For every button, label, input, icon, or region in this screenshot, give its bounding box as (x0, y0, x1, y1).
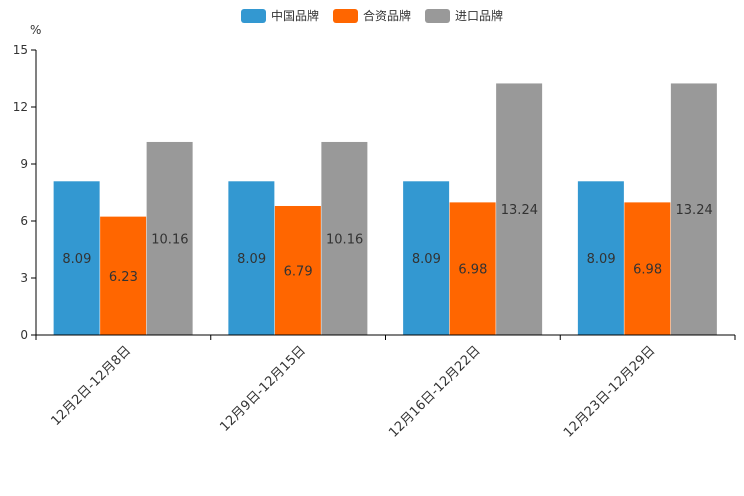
bar-value-labels: 8.09 6.23 10.16 8.09 6.79 10.16 8.09 6.98 13.24 8… (62, 203, 712, 285)
x-category-label: 12月9日-12月15日 (217, 343, 309, 435)
bar (577, 181, 624, 335)
y-tick-label: 6 (20, 214, 28, 228)
y-tick-label: 3 (20, 271, 28, 285)
bar-value-label: 10.16 (326, 232, 363, 247)
y-tick-label: 15 (13, 43, 28, 57)
bar-value-label: 8.09 (587, 252, 616, 267)
y-axis: 0 3 6 9 12 15 (13, 43, 37, 342)
bar-value-label: 13.24 (676, 203, 713, 218)
bar (100, 216, 147, 335)
y-tick-label: 12 (13, 100, 28, 114)
bar-value-label: 8.09 (237, 252, 266, 267)
bar-value-label: 6.79 (284, 264, 313, 279)
bar (624, 202, 671, 335)
legend-swatch-joint-venture-brand (332, 8, 358, 23)
x-axis: 12月2日-12月8日 12月9日-12月15日 12月16日-12月22日 12月2… (35, 334, 736, 441)
bar (53, 181, 100, 335)
legend-item-china-brand[interactable]: 中国品牌 (240, 7, 319, 24)
legend-item-joint-venture-brand[interactable]: 合资品牌 (332, 7, 411, 24)
y-axis-unit-label: % (30, 23, 41, 37)
y-tick-label: 9 (20, 157, 28, 171)
bar-value-label: 8.09 (62, 252, 91, 267)
x-category-label: 12月2日-12月8日 (48, 343, 134, 429)
legend-item-import-brand[interactable]: 进口品牌 (425, 7, 503, 24)
legend-label-import-brand: 进口品牌 (455, 9, 504, 23)
bar (146, 141, 193, 335)
bar (670, 83, 717, 335)
legend-swatch-china-brand (240, 8, 266, 23)
bar (228, 181, 275, 335)
bar-value-label: 6.98 (633, 263, 662, 278)
bar-value-label: 6.98 (458, 263, 487, 278)
legend-label-china-brand: 中国品牌 (270, 9, 319, 23)
bar (274, 205, 321, 335)
bar-value-label: 10.16 (151, 232, 188, 247)
bar (496, 83, 543, 335)
bar-value-label: 8.09 (412, 252, 441, 267)
bar (403, 181, 450, 335)
legend-swatch-import-brand (425, 8, 450, 23)
bar (321, 141, 368, 335)
bar-group (53, 83, 717, 335)
y-tick-label: 0 (20, 328, 28, 342)
x-category-label: 12月16日-12月22日 (386, 343, 483, 440)
bar-value-label: 6.23 (109, 270, 138, 285)
x-category-label: 12月23日-12月29日 (561, 343, 658, 440)
bar-value-label: 13.24 (501, 203, 538, 218)
bar (449, 202, 496, 335)
chart-legend: 中国品牌 合资品牌 进口品牌 (0, 7, 744, 24)
legend-label-joint-venture-brand: 合资品牌 (362, 9, 411, 23)
